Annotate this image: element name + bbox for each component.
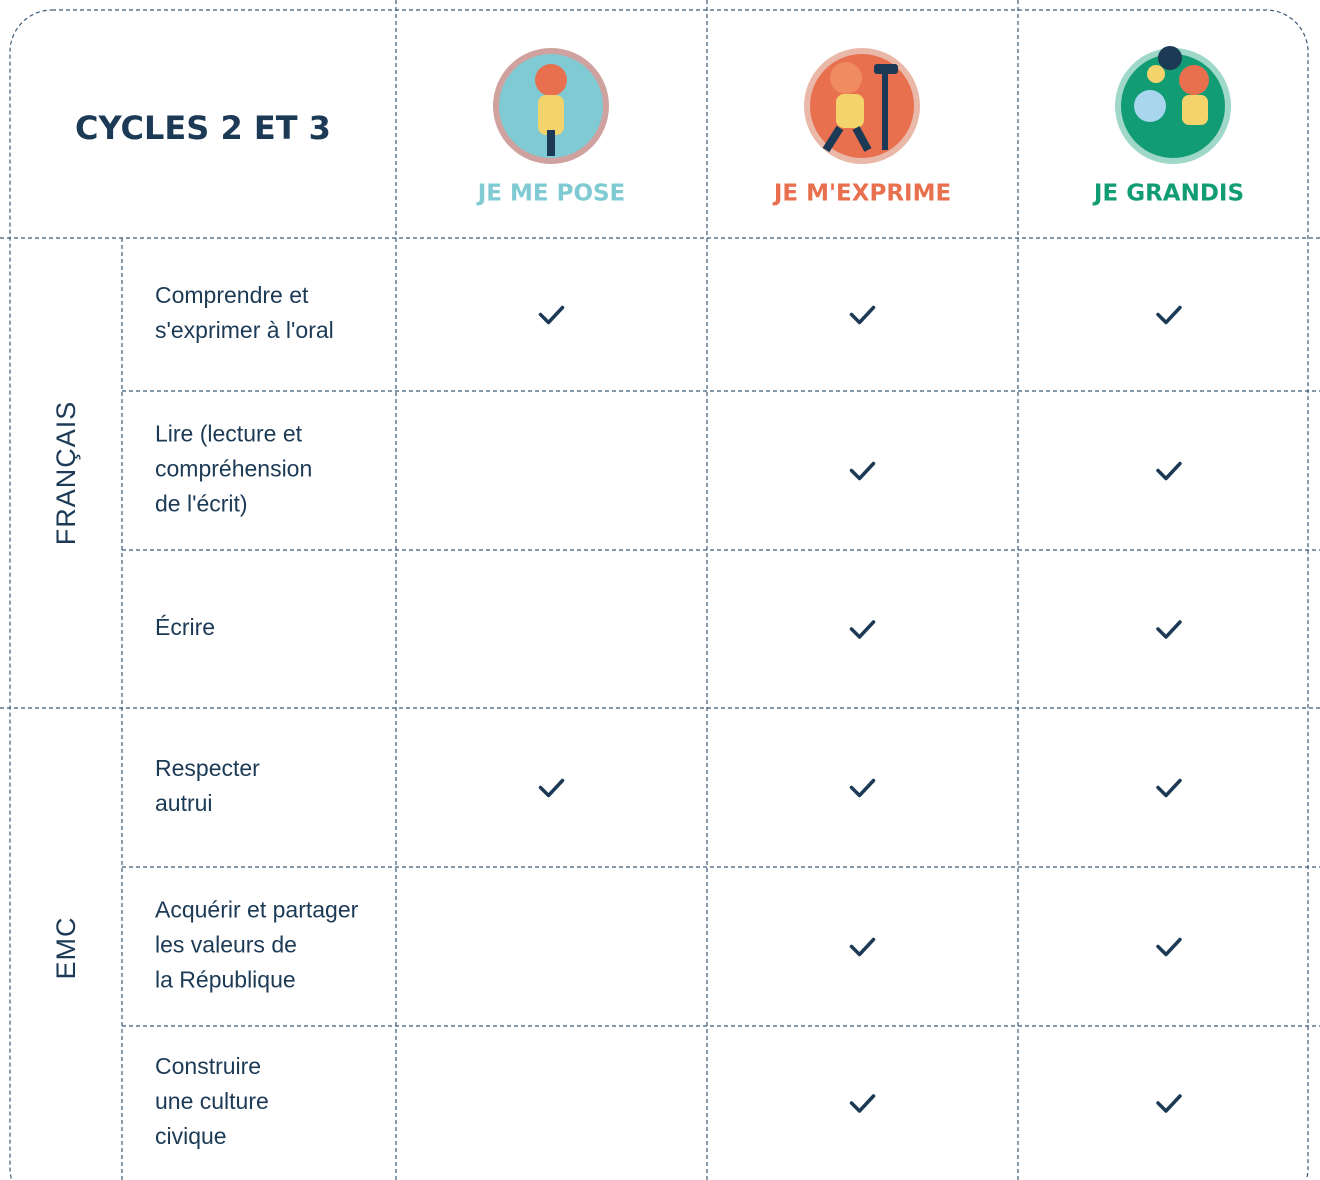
- row-label: de l'écrit): [155, 491, 248, 517]
- check-mark: [538, 778, 565, 798]
- row-label: civique: [155, 1123, 227, 1149]
- row-label: Acquérir et partager: [155, 897, 359, 923]
- check-mark: [849, 620, 876, 639]
- check-mark: [1156, 305, 1182, 325]
- check-mark: [1156, 1094, 1182, 1113]
- check-mark: [849, 461, 876, 481]
- row-label: Comprendre et: [155, 282, 309, 308]
- table-title: CYCLES 2 ET 3: [75, 109, 331, 147]
- column-label: JE M'EXPRIME: [772, 181, 951, 207]
- check-mark: [1156, 620, 1182, 639]
- row-label: s'exprimer à l'oral: [155, 317, 334, 343]
- column-label: JE GRANDIS: [1092, 181, 1244, 207]
- row-label: Lire (lecture et: [155, 421, 303, 447]
- row-label: Écrire: [155, 614, 215, 640]
- check-mark: [849, 305, 876, 325]
- group-label: FRANÇAIS: [51, 401, 81, 546]
- outer-border: [9, 9, 1309, 1180]
- row-label: la République: [155, 967, 296, 993]
- row-label: Respecter: [155, 755, 260, 781]
- check-mark: [849, 778, 876, 798]
- check-mark: [1156, 937, 1182, 957]
- check-mark: [538, 305, 565, 325]
- row-label: une culture: [155, 1088, 269, 1114]
- icon-exprime: [804, 48, 920, 164]
- check-mark: [1156, 461, 1182, 481]
- check-mark: [1156, 778, 1182, 798]
- check-mark: [849, 1094, 876, 1113]
- row-label: Construire: [155, 1053, 261, 1079]
- icon-pose: [493, 48, 609, 164]
- column-label: JE ME POSE: [476, 181, 626, 207]
- check-mark: [849, 937, 876, 957]
- group-label: EMC: [51, 917, 81, 980]
- icon-grandis: [1115, 46, 1231, 164]
- row-label: autrui: [155, 790, 213, 816]
- row-label: compréhension: [155, 456, 312, 482]
- row-label: les valeurs de: [155, 932, 297, 958]
